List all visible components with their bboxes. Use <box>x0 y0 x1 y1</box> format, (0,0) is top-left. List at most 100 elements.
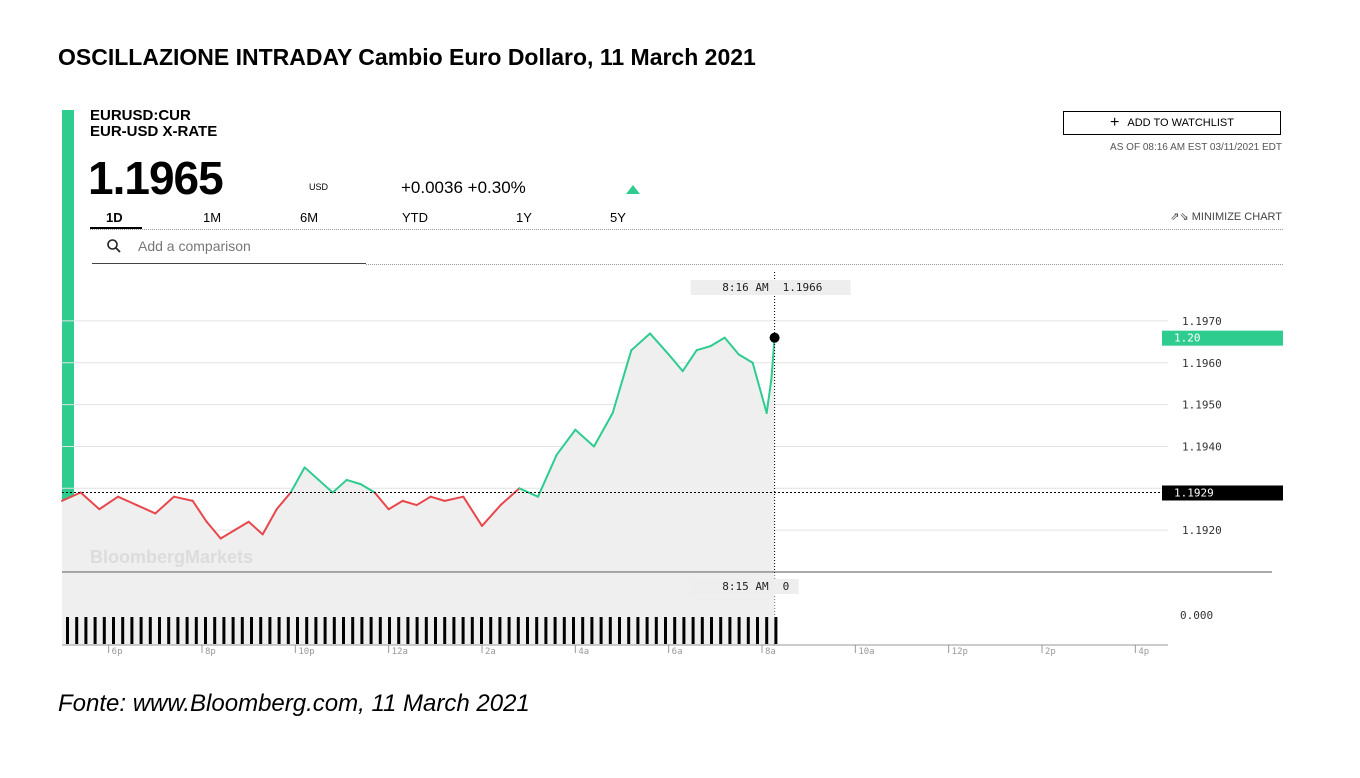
price-segment <box>630 332 651 352</box>
volume-bar <box>185 617 189 644</box>
price-segment <box>443 495 465 502</box>
crosshair-value-label: 1.1966 <box>783 281 823 294</box>
price-segment <box>261 508 278 536</box>
price-segment <box>709 336 726 348</box>
volume-bar <box>121 617 125 644</box>
price-segment <box>117 495 138 507</box>
volume-bar <box>434 617 437 644</box>
volume-bar <box>66 617 69 644</box>
volume-bar <box>112 617 115 644</box>
tabs-divider <box>90 229 1283 230</box>
volume-bar <box>645 617 649 644</box>
add-to-watchlist-button[interactable]: + ADD TO WATCHLIST <box>1063 111 1281 135</box>
x-tick-label: 12p <box>952 647 968 657</box>
volume-tooltip-bg <box>690 579 799 594</box>
y-tick-label: 1.1920 <box>1182 524 1222 537</box>
tab-ytd[interactable]: YTD <box>402 210 428 225</box>
tab-1d[interactable]: 1D <box>106 210 123 225</box>
volume-bar <box>562 617 566 644</box>
volume-bar <box>673 617 677 644</box>
volume-bar <box>572 617 575 644</box>
current-value-label: 1.20 <box>1174 332 1201 345</box>
volume-bar <box>397 617 401 644</box>
volume-bar <box>75 617 79 644</box>
price-segment <box>537 453 558 498</box>
comparison-search-input[interactable]: Add a comparison <box>138 238 251 254</box>
y-tick-label: 1.1960 <box>1182 357 1222 370</box>
price-segment <box>219 529 236 540</box>
price-segment <box>401 499 418 507</box>
price-segment <box>723 336 740 356</box>
volume-bar <box>535 617 539 644</box>
volume-bar <box>618 617 621 644</box>
volume-bar <box>102 617 106 644</box>
volume-bar <box>553 617 557 644</box>
volume-bar <box>222 617 226 644</box>
x-tick-label: 8a <box>765 647 776 657</box>
x-tick-label: 2a <box>485 647 496 657</box>
volume-bar <box>388 617 391 644</box>
price-segment <box>205 520 222 540</box>
minimize-icon: ⇗⇘ <box>1170 211 1189 223</box>
active-tab-underline <box>90 227 142 229</box>
volume-bar <box>461 617 465 644</box>
volume-bar <box>176 617 180 644</box>
volume-bar <box>756 617 759 644</box>
volume-bar <box>654 617 658 644</box>
price-segment <box>359 483 376 494</box>
price-change: +0.0036 +0.30% <box>401 178 526 197</box>
volume-bar <box>599 617 603 644</box>
volume-bar <box>470 617 474 644</box>
volume-bar <box>424 617 428 644</box>
ticker-symbol: EURUSD:CUR <box>90 107 191 124</box>
tab-5y[interactable]: 5Y <box>610 210 626 225</box>
tab-1m[interactable]: 1M <box>203 210 222 225</box>
volume-bar <box>765 617 769 644</box>
volume-bar <box>93 617 97 644</box>
price-segment <box>649 332 670 356</box>
volume-bar <box>167 617 171 644</box>
volume-bar <box>636 617 640 644</box>
volume-bar <box>406 617 410 644</box>
volume-bar <box>148 617 152 644</box>
x-tick-label: 4p <box>1138 647 1149 657</box>
volume-bar <box>452 617 456 644</box>
price-segment <box>345 478 362 486</box>
volume-bar <box>158 617 161 644</box>
price-segment <box>289 466 306 494</box>
minimize-chart-button[interactable]: ⇗⇘ MINIMIZE CHART <box>1170 210 1282 223</box>
currency-label: USD <box>309 182 329 192</box>
x-tick-label: 10p <box>298 647 314 657</box>
volume-bar <box>774 617 778 644</box>
volume-bar <box>516 617 520 644</box>
search-icon <box>106 238 122 259</box>
volume-bar <box>746 617 750 644</box>
volume-bar <box>710 617 713 644</box>
y-tick-label: 1.1970 <box>1182 315 1222 328</box>
price-segment <box>275 491 292 511</box>
price-segment <box>695 345 712 352</box>
volume-bar <box>728 617 732 644</box>
x-tick-label: 2p <box>1045 647 1056 657</box>
volume-bar <box>378 617 382 644</box>
price-segment <box>135 504 157 515</box>
price-segment <box>681 349 698 373</box>
volume-bar <box>360 617 364 644</box>
volume-bar <box>664 617 667 644</box>
price-segment <box>61 491 82 502</box>
volume-bar <box>682 617 686 644</box>
price-segment <box>79 491 101 511</box>
tab-6m[interactable]: 6M <box>300 210 319 225</box>
volume-bar <box>608 617 612 644</box>
volume-bar <box>507 617 511 644</box>
price-segment <box>387 499 404 511</box>
price-segment <box>770 336 776 381</box>
search-underline <box>92 263 366 264</box>
volume-bar <box>314 617 318 644</box>
price-segment <box>331 478 348 494</box>
volume-bar <box>277 617 281 644</box>
price-segment <box>317 478 334 494</box>
tab-1y[interactable]: 1Y <box>516 210 532 225</box>
x-tick-label: 6a <box>672 647 683 657</box>
price-segment <box>462 495 483 527</box>
